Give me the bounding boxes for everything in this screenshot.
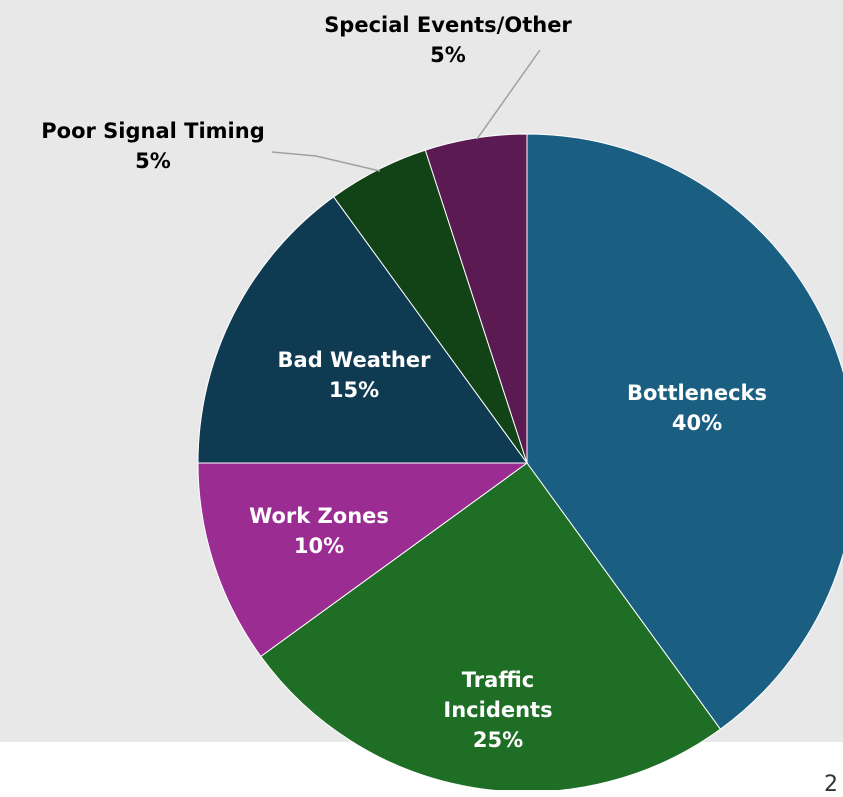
pie-slice bbox=[260, 462, 722, 790]
slice-label: Work Zones 10% bbox=[219, 501, 419, 561]
category-label: Special Events/Other bbox=[324, 13, 572, 37]
value-label: 5% bbox=[135, 149, 171, 173]
page-number: 2 bbox=[824, 772, 838, 797]
category-label: Work Zones bbox=[249, 504, 389, 528]
category-label: Poor Signal Timing bbox=[41, 119, 265, 143]
pie-slice bbox=[197, 196, 528, 464]
pie-slice bbox=[424, 133, 528, 464]
slice-label: Poor Signal Timing 5% bbox=[3, 116, 303, 176]
slice-label: Bad Weather 15% bbox=[254, 345, 454, 405]
pie-slice bbox=[526, 133, 843, 730]
value-label: 25% bbox=[472, 728, 524, 752]
leader-line bbox=[271, 151, 381, 172]
category-label: Bottlenecks bbox=[626, 381, 768, 405]
pie bbox=[197, 133, 843, 790]
value-label: 10% bbox=[293, 534, 345, 558]
slice-label: Traffic Incidents 25% bbox=[423, 665, 573, 755]
value-label: 15% bbox=[328, 378, 380, 402]
slice-label: Bottlenecks 40% bbox=[597, 378, 797, 438]
category-label: Bad Weather bbox=[277, 348, 431, 372]
leader-line bbox=[476, 49, 541, 140]
pie-slice bbox=[197, 462, 529, 658]
value-label: 40% bbox=[671, 411, 723, 435]
slice-label: Special Events/Other 5% bbox=[278, 10, 618, 70]
value-label: 5% bbox=[430, 43, 466, 67]
category-label: Traffic Incidents bbox=[443, 668, 553, 722]
